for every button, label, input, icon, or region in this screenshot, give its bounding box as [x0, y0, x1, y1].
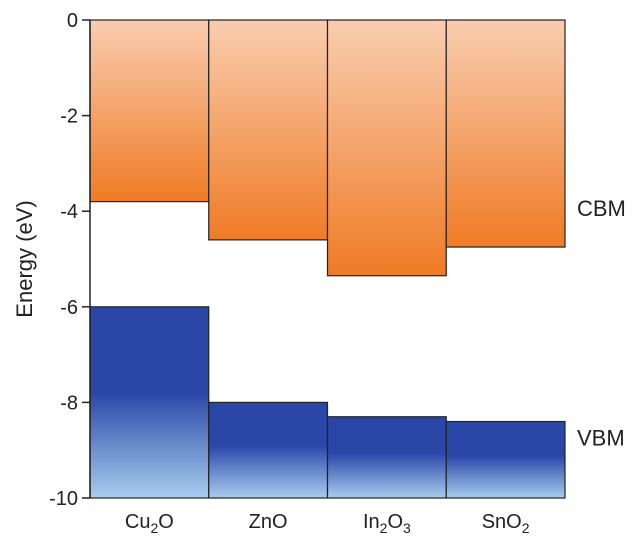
- x-tick-labels: Cu2O ZnO In2O3 SnO2: [125, 511, 530, 536]
- vbm-bar-1: [208, 401, 329, 499]
- series-label-vbm: VBM: [577, 425, 625, 450]
- series-label-cbm: CBM: [577, 196, 626, 221]
- vbm-bar-0: [89, 306, 210, 499]
- cbm-bar-3: [445, 19, 566, 248]
- y-tick-label: -10: [49, 488, 78, 510]
- y-tick-label: -4: [60, 201, 78, 223]
- cbm-bar-1: [208, 19, 329, 241]
- cbm-bar-2: [326, 19, 447, 277]
- vbm-bars: [89, 306, 566, 499]
- y-ticks: 0 -2 -4 -6 -8 -10: [49, 10, 90, 510]
- cbm-bars: [89, 19, 566, 277]
- y-tick-label: -8: [60, 392, 78, 414]
- y-tick-label: 0: [67, 10, 78, 32]
- x-tick-label: In2O3: [363, 511, 411, 536]
- cbm-bar-0: [89, 19, 210, 203]
- x-tick-label: Cu2O: [125, 511, 174, 536]
- y-axis-label: Energy (eV): [12, 200, 37, 317]
- x-tick-label: SnO2: [482, 511, 530, 536]
- vbm-bar-2: [326, 416, 447, 499]
- vbm-bar-3: [445, 420, 566, 499]
- y-tick-label: -6: [60, 297, 78, 319]
- y-tick-label: -2: [60, 106, 78, 128]
- x-tick-label: ZnO: [249, 511, 288, 533]
